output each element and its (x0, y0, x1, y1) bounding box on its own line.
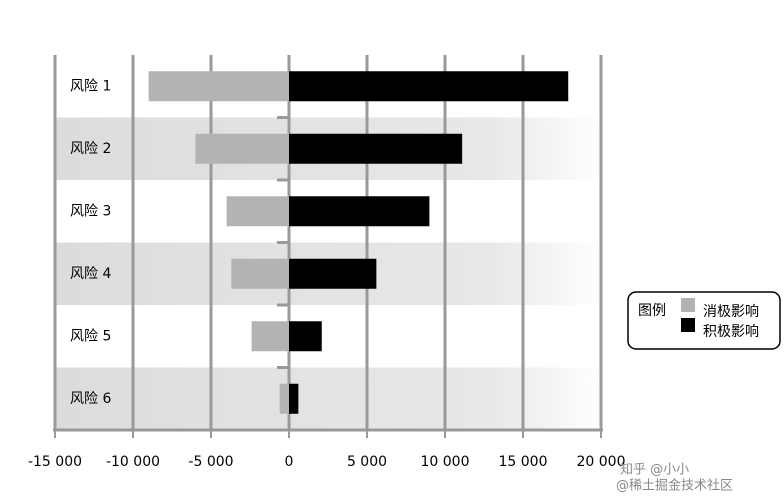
y-tick-label: 风险 6 (70, 391, 111, 407)
watermark: @稀土掘金技术社区 (616, 478, 733, 494)
legend-label: 消极影响 (703, 304, 759, 320)
x-tick-label: -5 000 (188, 454, 233, 470)
legend-label: 积极影响 (703, 324, 759, 340)
bar (279, 383, 289, 414)
x-tick-label: -15 000 (28, 454, 82, 470)
bar (289, 133, 463, 164)
x-tick-label: -10 000 (106, 454, 160, 470)
bar (289, 321, 322, 352)
bar (289, 196, 430, 227)
bar (251, 321, 289, 352)
x-tick-label: 0 (285, 454, 294, 470)
x-tick-label: 15 000 (499, 454, 548, 470)
bar (289, 71, 569, 102)
y-tick-label: 风险 2 (70, 141, 111, 157)
bar (289, 383, 299, 414)
x-tick-label: 5 000 (347, 454, 387, 470)
bar (195, 133, 289, 164)
legend-box (627, 291, 781, 350)
y-tick-label: 风险 4 (70, 266, 111, 282)
x-tick-label: 20 000 (577, 454, 626, 470)
bar (289, 258, 377, 289)
bar (231, 258, 289, 289)
row-band (55, 367, 601, 430)
legend-swatch (681, 318, 695, 332)
y-tick-label: 风险 5 (70, 328, 111, 344)
watermark: 知乎 @小小 (620, 462, 689, 478)
y-tick-label: 风险 1 (70, 78, 111, 94)
bar (148, 71, 289, 102)
bar (226, 196, 289, 227)
y-tick-label: 风险 3 (70, 203, 111, 219)
legend-swatch (681, 298, 695, 312)
legend-title: 图例 (638, 303, 666, 319)
x-tick-label: 10 000 (421, 454, 470, 470)
